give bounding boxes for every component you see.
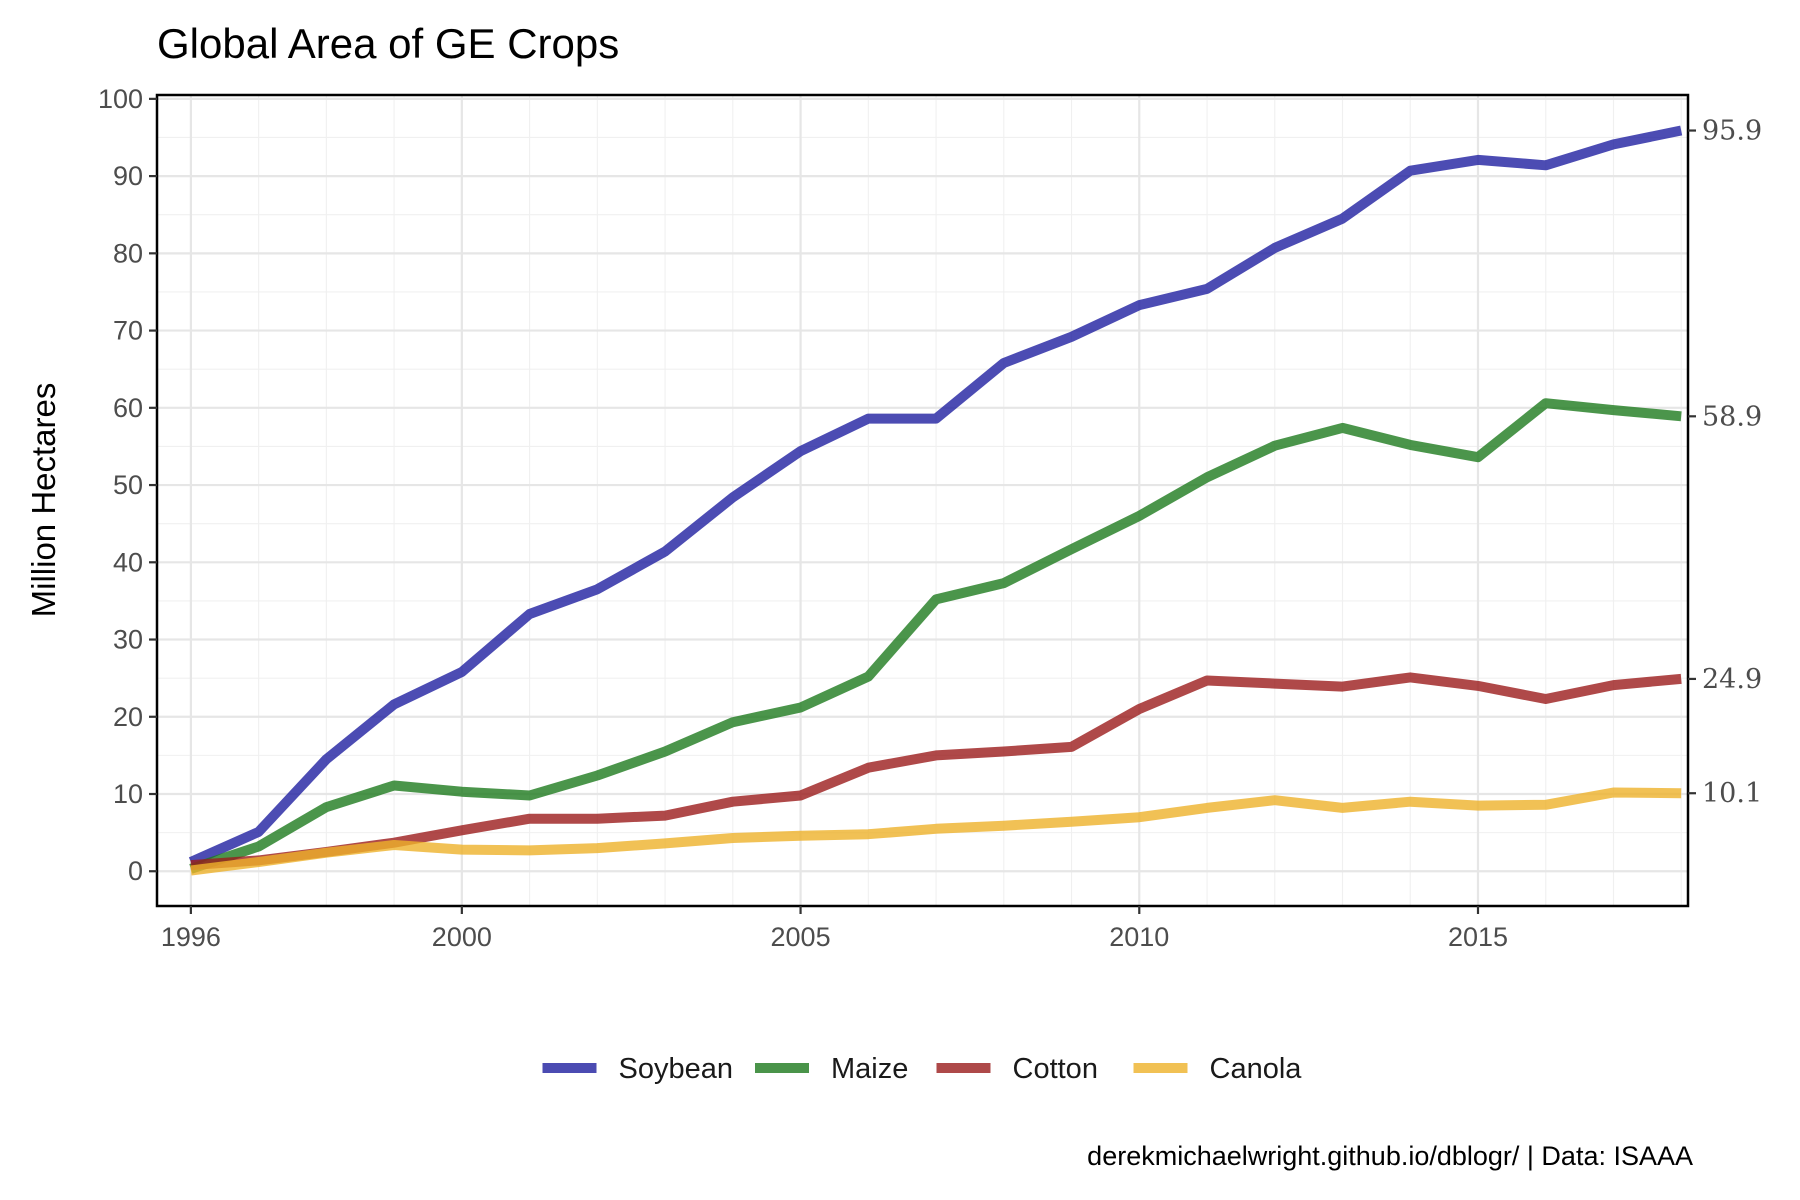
grid bbox=[157, 95, 1688, 906]
y-tick-label: 30 bbox=[113, 625, 143, 655]
y-tick-label: 80 bbox=[113, 238, 143, 268]
caption: derekmichaelwright.github.io/dblogr/ | D… bbox=[1087, 1141, 1693, 1171]
y-tick-label: 0 bbox=[128, 856, 143, 886]
end-value-label-cotton: 24.9 bbox=[1702, 664, 1762, 695]
series-lines bbox=[188, 125, 1683, 876]
y-tick-label: 100 bbox=[98, 84, 143, 114]
end-value-label-soybean: 95.9 bbox=[1702, 116, 1762, 147]
y-axis-label: Million Hectares bbox=[25, 383, 62, 618]
legend-label-maize: Maize bbox=[831, 1053, 908, 1085]
y-tick-label: 40 bbox=[113, 547, 143, 577]
x-tick-label: 2000 bbox=[432, 922, 492, 952]
y-tick-label: 10 bbox=[113, 779, 143, 809]
end-value-label-canola: 10.1 bbox=[1702, 778, 1762, 809]
end-value-label-maize: 58.9 bbox=[1702, 401, 1762, 432]
legend-label-cotton: Cotton bbox=[1013, 1053, 1098, 1085]
y-tick-label: 20 bbox=[113, 702, 143, 732]
x-tick-label: 1996 bbox=[161, 922, 221, 952]
y-tick-label: 60 bbox=[113, 393, 143, 423]
series-line-canola bbox=[190, 787, 1682, 876]
legend-label-soybean: Soybean bbox=[619, 1053, 734, 1085]
legend: Soybean Maize Cotton Canola bbox=[542, 1053, 1303, 1085]
x-tick-label: 2005 bbox=[771, 922, 831, 952]
y-tick-label: 70 bbox=[113, 316, 143, 346]
x-tick-label: 2010 bbox=[1109, 922, 1169, 952]
series-line-soybean bbox=[188, 125, 1683, 867]
axes: 0 10 20 30 40 50 60 70 80 90 100 1996 2000 2005 2010 20… bbox=[98, 84, 1508, 952]
series-line-cotton bbox=[190, 672, 1682, 871]
x-tick-label: 2015 bbox=[1448, 922, 1508, 952]
series-line-maize bbox=[189, 398, 1682, 874]
plot-panel-border bbox=[155, 93, 1690, 908]
legend-label-canola: Canola bbox=[1210, 1053, 1303, 1085]
chart-title: Global Area of GE Crops bbox=[157, 20, 619, 67]
y-tick-label: 50 bbox=[113, 470, 143, 500]
y-tick-label: 90 bbox=[113, 161, 143, 191]
end-value-labels: 95.9 58.9 24.9 10.1 bbox=[1688, 116, 1762, 809]
